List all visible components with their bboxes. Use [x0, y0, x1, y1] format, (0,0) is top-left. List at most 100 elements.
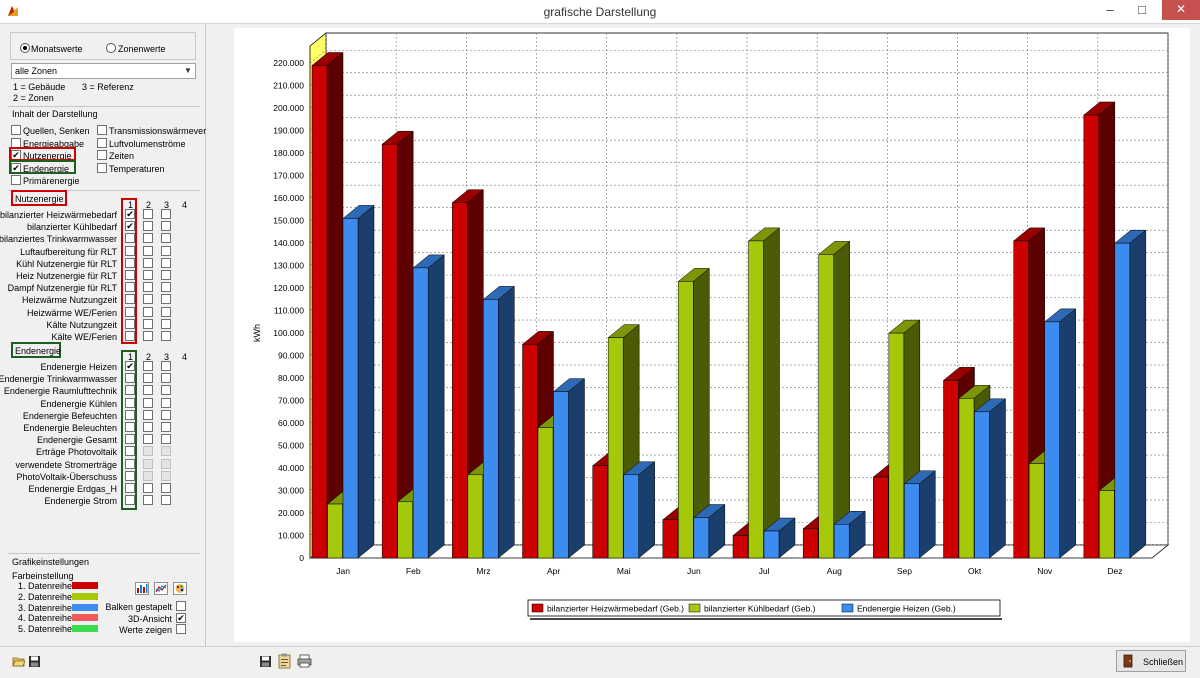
nutz-checkbox[interactable]	[161, 282, 171, 293]
close-app-button[interactable]: Schließen	[1116, 650, 1186, 672]
nutz-checkbox[interactable]	[125, 233, 135, 244]
end-checkbox[interactable]	[161, 397, 171, 408]
zone-select[interactable]: alle Zonen ▼	[11, 63, 196, 79]
nutz-checkbox[interactable]	[143, 282, 153, 293]
save-icon[interactable]	[28, 655, 41, 668]
open-folder-icon[interactable]	[12, 655, 25, 668]
end-checkbox[interactable]	[125, 434, 135, 445]
content-checkbox[interactable]	[97, 150, 107, 160]
nutz-checkbox[interactable]	[143, 221, 153, 232]
end-checkbox[interactable]	[161, 446, 171, 457]
end-checkbox[interactable]: ✔	[125, 361, 135, 371]
print-icon[interactable]	[297, 654, 312, 668]
series-color-swatch[interactable]	[72, 603, 98, 611]
end-checkbox[interactable]	[161, 422, 171, 432]
end-checkbox[interactable]	[143, 483, 153, 493]
palette-icon[interactable]	[173, 582, 187, 595]
end-checkbox[interactable]	[161, 361, 171, 371]
close-button[interactable]: ✕	[1162, 0, 1200, 20]
nutz-checkbox[interactable]	[161, 221, 171, 232]
nutz-checkbox[interactable]	[161, 233, 171, 244]
end-checkbox[interactable]	[161, 483, 171, 493]
maximize-button[interactable]: □	[1138, 2, 1146, 17]
content-checkbox[interactable]	[11, 125, 21, 135]
save-chart-icon[interactable]	[259, 655, 272, 668]
nutz-checkbox[interactable]: ✔	[125, 209, 135, 219]
content-checkbox[interactable]	[11, 175, 21, 185]
nutz-checkbox[interactable]	[125, 282, 135, 293]
nutz-checkbox[interactable]	[125, 306, 135, 317]
end-checkbox[interactable]	[125, 458, 135, 469]
nutz-checkbox[interactable]	[143, 331, 153, 341]
end-checkbox[interactable]	[125, 373, 135, 384]
nutz-checkbox[interactable]: ✔	[125, 221, 135, 232]
end-checkbox[interactable]	[143, 385, 153, 396]
end-checkbox[interactable]	[125, 495, 135, 506]
nutz-checkbox[interactable]	[161, 306, 171, 317]
copy-clipboard-icon[interactable]	[278, 653, 292, 669]
nutz-checkbox[interactable]	[125, 245, 135, 256]
content-checkbox[interactable]	[11, 137, 21, 148]
zones-radio[interactable]	[106, 43, 116, 53]
nutz-checkbox[interactable]	[143, 318, 153, 329]
end-checkbox[interactable]	[143, 446, 153, 457]
nutz-row-label: Kälte WE/Ferien	[51, 332, 117, 342]
end-checkbox[interactable]	[125, 397, 135, 408]
option-checkbox[interactable]: ✔	[176, 612, 186, 623]
nutz-checkbox[interactable]	[161, 270, 171, 280]
nutz-checkbox[interactable]	[161, 257, 171, 268]
nutz-checkbox[interactable]	[125, 318, 135, 329]
nutz-checkbox[interactable]	[143, 233, 153, 244]
end-checkbox[interactable]	[143, 422, 153, 432]
end-checkbox[interactable]	[161, 385, 171, 396]
series-color-swatch[interactable]	[72, 625, 98, 633]
nutz-checkbox[interactable]	[143, 306, 153, 317]
line-chart-icon[interactable]	[154, 582, 168, 595]
option-checkbox[interactable]	[176, 601, 186, 611]
end-checkbox[interactable]	[125, 385, 135, 396]
nutz-checkbox[interactable]	[161, 245, 171, 256]
bar-chart-icon[interactable]	[135, 582, 149, 595]
end-checkbox[interactable]	[161, 458, 171, 469]
nutz-checkbox[interactable]	[125, 294, 135, 305]
minimize-button[interactable]: –	[1106, 2, 1114, 17]
series-color-swatch[interactable]	[72, 592, 98, 600]
series-color-swatch[interactable]	[72, 582, 98, 589]
end-checkbox[interactable]	[143, 434, 153, 445]
content-checkbox[interactable]	[97, 125, 107, 135]
nutz-checkbox[interactable]	[161, 209, 171, 219]
monthly-radio[interactable]	[20, 43, 30, 53]
end-checkbox[interactable]	[161, 409, 171, 420]
series-color-swatch[interactable]	[72, 614, 98, 622]
nutz-checkbox[interactable]	[143, 257, 153, 268]
content-checkbox[interactable]	[97, 137, 107, 148]
end-checkbox[interactable]	[125, 470, 135, 481]
nutz-checkbox[interactable]	[161, 294, 171, 305]
end-checkbox[interactable]	[143, 470, 153, 481]
nutz-checkbox[interactable]	[143, 270, 153, 280]
nutz-checkbox[interactable]	[125, 257, 135, 268]
nutz-checkbox[interactable]	[143, 209, 153, 219]
end-checkbox[interactable]	[125, 446, 135, 457]
nutz-checkbox[interactable]	[125, 270, 135, 280]
end-checkbox[interactable]	[143, 458, 153, 469]
nutz-checkbox[interactable]	[161, 318, 171, 329]
end-checkbox[interactable]	[161, 470, 171, 481]
nutz-checkbox[interactable]	[143, 245, 153, 256]
end-checkbox[interactable]	[161, 434, 171, 445]
nutz-checkbox[interactable]	[161, 331, 171, 341]
end-checkbox[interactable]	[143, 361, 153, 371]
end-checkbox[interactable]	[143, 495, 153, 506]
end-checkbox[interactable]	[125, 422, 135, 432]
end-checkbox[interactable]	[125, 409, 135, 420]
end-checkbox[interactable]	[161, 373, 171, 384]
end-checkbox[interactable]	[143, 397, 153, 408]
content-checkbox[interactable]	[97, 162, 107, 173]
option-checkbox[interactable]	[176, 624, 186, 634]
end-checkbox[interactable]	[125, 483, 135, 493]
end-checkbox[interactable]	[161, 495, 171, 506]
nutz-checkbox[interactable]	[125, 331, 135, 341]
nutz-checkbox[interactable]	[143, 294, 153, 305]
end-checkbox[interactable]	[143, 409, 153, 420]
end-checkbox[interactable]	[143, 373, 153, 384]
